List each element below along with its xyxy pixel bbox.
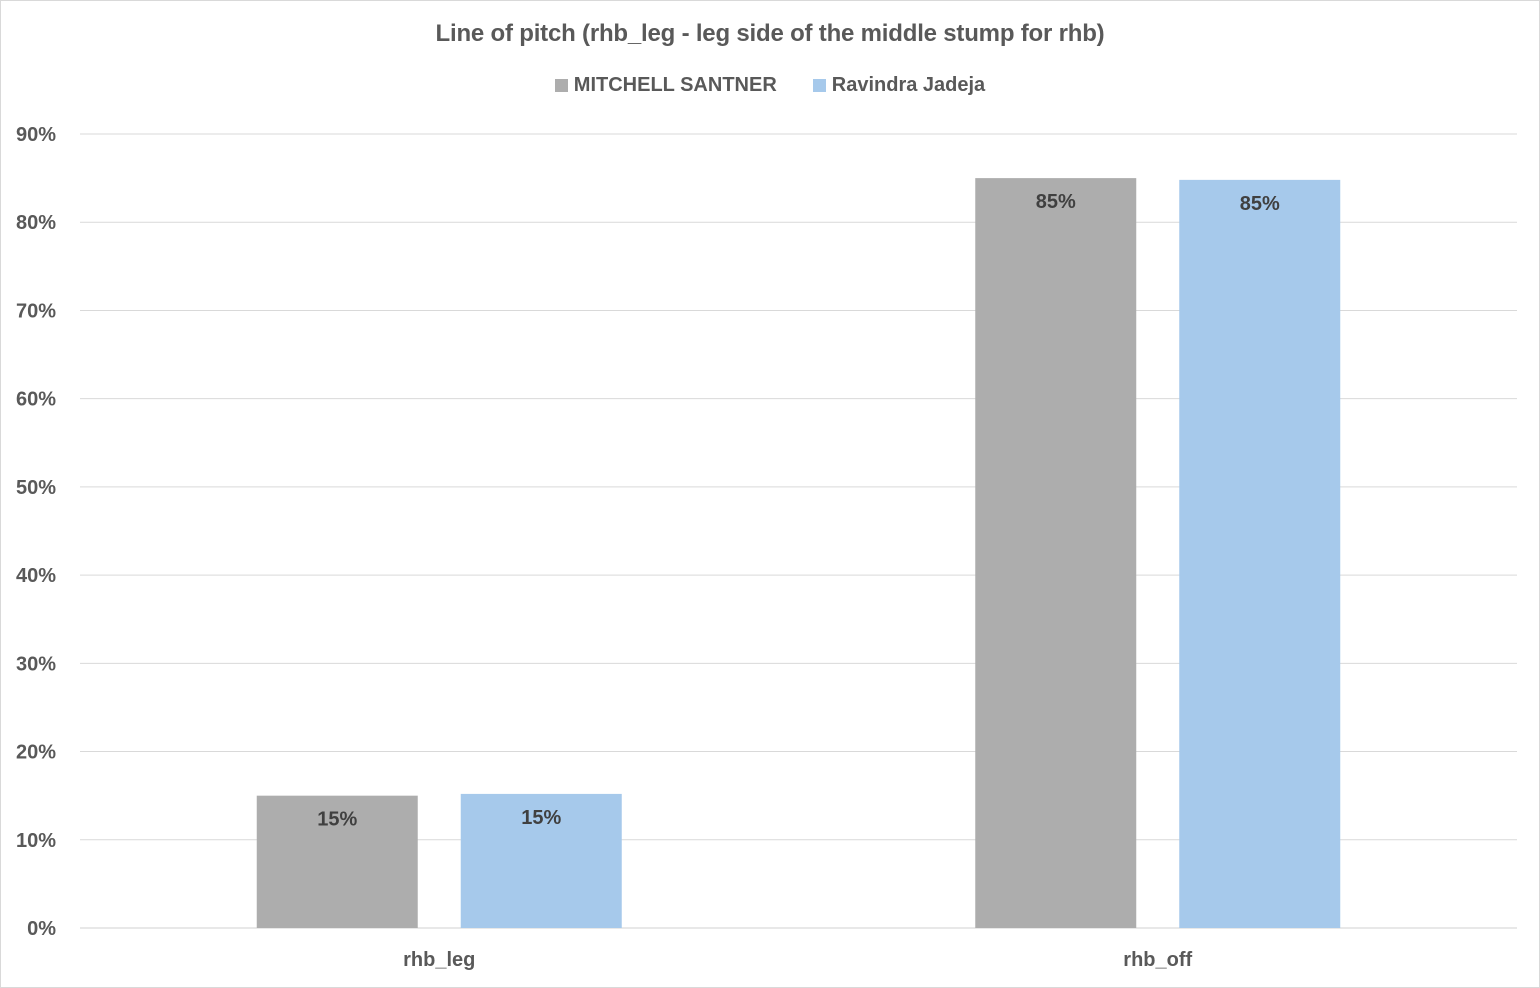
y-tick-label: 10% (16, 830, 56, 852)
y-tick-label: 70% (16, 300, 56, 322)
bar-rhb-leg-series-1 (256, 795, 418, 928)
bar-rhb-off-series-1 (975, 178, 1137, 929)
legend-item-series-1: MITCHELL SANTNER (554, 74, 777, 97)
y-tick-label: 30% (16, 653, 56, 675)
x-category-label: rhb_off (1123, 949, 1192, 971)
legend-item-series-2: Ravindra Jadeja (812, 74, 986, 97)
data-label-rhb-leg-series-1: 15% (317, 809, 357, 831)
y-tick-label: 50% (16, 477, 56, 499)
y-tick-label: 80% (16, 212, 56, 234)
data-label-rhb-off-series-1: 85% (1036, 191, 1076, 213)
legend-swatch-series-1 (554, 79, 568, 92)
y-tick-label: 60% (16, 389, 56, 411)
y-tick-label: 20% (16, 742, 56, 764)
bar-rhb-off-series-2 (1179, 179, 1341, 928)
y-tick-label: 90% (16, 124, 56, 146)
legend-label-series-2: Ravindra Jadeja (831, 74, 986, 96)
y-tick-label: 0% (27, 918, 56, 940)
y-tick-label: 40% (16, 565, 56, 587)
chart-legend: MITCHELL SANTNER Ravindra Jadeja (0, 74, 1540, 97)
data-label-rhb-off-series-2: 85% (1240, 193, 1280, 215)
bar-rhb-leg-series-2 (460, 793, 622, 928)
data-label-rhb-leg-series-2: 15% (521, 807, 561, 829)
x-category-label: rhb_leg (403, 949, 475, 971)
legend-label-series-1: MITCHELL SANTNER (573, 74, 777, 96)
legend-swatch-series-2 (812, 79, 826, 92)
chart-title: Line of pitch (rhb_leg - leg side of the… (435, 20, 1105, 47)
